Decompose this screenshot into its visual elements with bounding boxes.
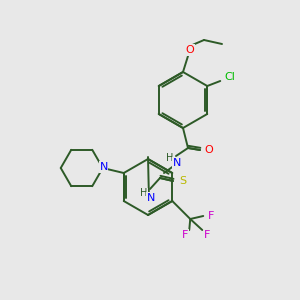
Text: F: F xyxy=(182,230,188,240)
Text: N: N xyxy=(100,162,108,172)
Text: H: H xyxy=(166,153,174,163)
Text: F: F xyxy=(208,211,214,221)
Text: O: O xyxy=(205,145,213,155)
Text: O: O xyxy=(186,45,194,55)
Text: N: N xyxy=(147,193,155,203)
Text: N: N xyxy=(173,158,181,168)
Text: Cl: Cl xyxy=(225,72,236,82)
Text: F: F xyxy=(204,230,210,240)
Text: S: S xyxy=(179,176,187,186)
Text: H: H xyxy=(140,188,148,198)
